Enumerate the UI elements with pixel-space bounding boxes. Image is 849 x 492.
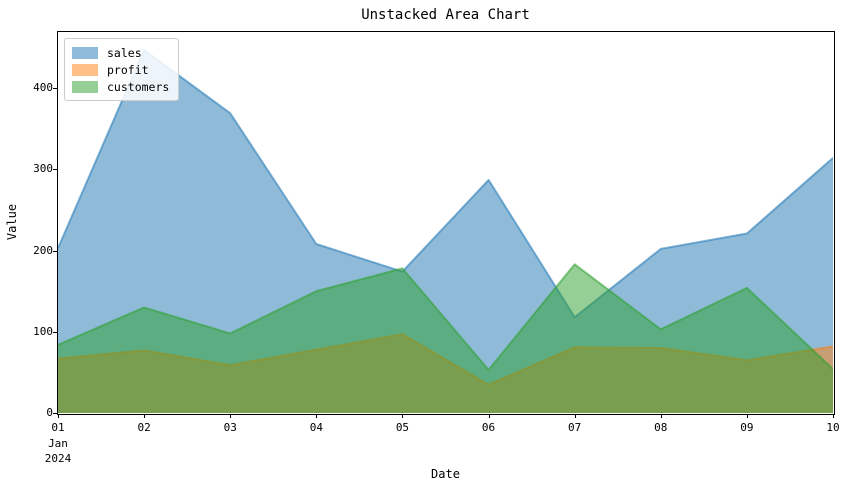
y-tick-label: 300 bbox=[33, 162, 53, 176]
x-tick-label: 04 bbox=[309, 421, 323, 434]
plot-area bbox=[58, 48, 833, 413]
x-tick-mark bbox=[574, 414, 576, 418]
y-tick-label: 400 bbox=[33, 81, 53, 95]
line-sales bbox=[58, 48, 833, 319]
x-tick-mark bbox=[316, 414, 318, 418]
x-tick-label: 03 bbox=[223, 421, 237, 434]
x-tick-mark bbox=[58, 414, 59, 418]
x-tick-label: 01 bbox=[51, 421, 65, 434]
x-tick-sublabel: 2024 bbox=[44, 452, 72, 465]
legend-item-customers: customers bbox=[72, 78, 169, 95]
x-tick-label: 09 bbox=[740, 421, 754, 434]
legend-swatch-icon bbox=[72, 80, 98, 93]
y-tick-label: 0 bbox=[46, 406, 53, 419]
plot-border bbox=[57, 31, 835, 415]
x-tick-label: 02 bbox=[137, 421, 151, 434]
area-customers bbox=[58, 264, 833, 413]
legend-label: sales bbox=[107, 45, 142, 60]
legend-label: customers bbox=[107, 79, 170, 94]
legend-item-sales: sales bbox=[72, 44, 169, 61]
y-tick-mark bbox=[53, 250, 57, 252]
x-tick-mark bbox=[230, 414, 232, 418]
legend: sales profit customers bbox=[64, 38, 180, 101]
x-tick-mark bbox=[488, 414, 490, 418]
chart-title: Unstacked Area Chart bbox=[361, 7, 530, 23]
x-axis-label: Date bbox=[431, 467, 460, 481]
line-customers bbox=[58, 263, 833, 371]
x-tick-sublabel: Jan bbox=[48, 437, 68, 450]
y-tick-mark bbox=[53, 413, 57, 414]
x-tick-label: 05 bbox=[395, 421, 410, 434]
x-tick-label: 10 bbox=[826, 421, 840, 434]
y-tick-mark bbox=[53, 169, 57, 171]
x-tick-mark bbox=[746, 414, 748, 418]
x-tick-label: 08 bbox=[654, 421, 668, 434]
x-tick-label: 07 bbox=[568, 421, 582, 434]
y-tick-label: 100 bbox=[33, 324, 53, 338]
legend-swatch-icon bbox=[72, 63, 98, 76]
y-tick-mark bbox=[53, 331, 57, 333]
x-tick-mark bbox=[660, 414, 662, 418]
x-tick-label: 06 bbox=[481, 421, 496, 434]
x-tick-mark bbox=[833, 414, 834, 418]
y-tick-mark bbox=[53, 88, 57, 90]
legend-item-profit: profit bbox=[72, 61, 169, 78]
legend-label: profit bbox=[107, 62, 149, 77]
x-tick-mark bbox=[402, 414, 404, 418]
y-tick-label: 200 bbox=[33, 243, 53, 257]
x-tick-mark bbox=[144, 414, 146, 418]
legend-swatch-icon bbox=[72, 46, 98, 59]
